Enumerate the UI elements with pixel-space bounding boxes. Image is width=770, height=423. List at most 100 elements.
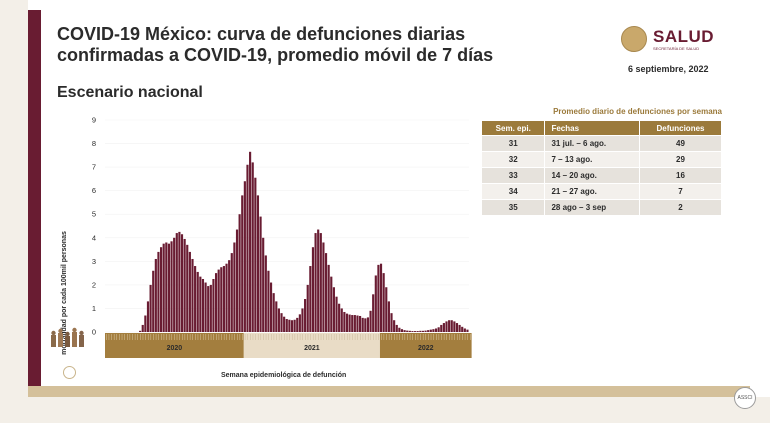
logo-text: SALUD	[653, 27, 715, 46]
bar	[152, 270, 155, 332]
bar	[372, 294, 375, 332]
y-ticks: 0 1 2 3 4 5 6 7 8 9	[92, 116, 469, 337]
bar	[144, 315, 147, 332]
bars	[139, 151, 469, 332]
cell-dates: 7 – 13 ago.	[544, 151, 640, 168]
bar	[241, 195, 244, 332]
bar	[173, 237, 176, 332]
bar	[453, 321, 456, 332]
bar	[387, 301, 390, 332]
year-band	[243, 333, 380, 358]
bar	[414, 331, 417, 332]
bar	[419, 330, 422, 332]
scenario-subtitle: Escenario nacional	[57, 84, 203, 101]
bar	[309, 266, 312, 332]
bar	[254, 177, 257, 332]
bar	[421, 330, 425, 332]
bar	[366, 317, 370, 332]
salud-logo: SALUD SECRETARÍA DE SALUD	[621, 26, 721, 54]
bar	[159, 247, 163, 332]
bar	[296, 317, 299, 332]
bar	[434, 328, 438, 332]
bar	[267, 270, 270, 332]
bar	[301, 308, 304, 332]
bar	[191, 258, 194, 332]
bar	[217, 269, 220, 332]
bar	[141, 324, 144, 332]
bar	[186, 244, 189, 332]
bar	[256, 195, 260, 332]
table-row: 31 31 jul. – 6 ago. 49	[480, 135, 723, 152]
bar	[178, 231, 181, 332]
bar	[196, 271, 199, 332]
cell-dates: 31 jul. – 6 ago.	[544, 135, 640, 152]
bar	[154, 258, 157, 332]
bar	[259, 216, 262, 332]
decorative-people-icon	[51, 327, 84, 347]
corner-logo-icon: ASSCI	[734, 387, 756, 409]
bar	[463, 328, 466, 332]
bar	[175, 233, 178, 332]
bar	[188, 251, 191, 332]
bar	[429, 329, 432, 332]
bar	[235, 229, 239, 332]
bar	[382, 273, 385, 332]
bar	[340, 308, 343, 332]
cell-week: 33	[480, 167, 546, 184]
page-title: COVID-19 México: curva de defunciones di…	[57, 24, 493, 66]
bar	[424, 330, 427, 332]
y-tick-label: 5	[92, 210, 96, 219]
bar	[338, 303, 341, 332]
bar	[262, 237, 265, 332]
bar	[348, 314, 351, 332]
bar	[448, 320, 451, 332]
bar	[180, 234, 184, 332]
bar	[403, 330, 406, 332]
cell-week: 35	[480, 199, 546, 216]
bar	[233, 242, 236, 332]
bar	[442, 323, 445, 332]
bar	[445, 321, 448, 332]
bar	[165, 242, 168, 332]
header-week: Sem. epi.	[480, 120, 546, 136]
cell-week: 32	[480, 151, 546, 168]
report-date: 6 septiembre, 2022	[628, 64, 709, 74]
y-tick-label: 7	[92, 163, 96, 172]
bar	[204, 282, 207, 332]
bar	[416, 331, 419, 332]
accent-bar	[28, 10, 41, 387]
logo-subtext: SECRETARÍA DE SALUD	[653, 46, 700, 51]
bar	[324, 253, 328, 332]
bar	[322, 242, 325, 332]
bar	[162, 243, 165, 332]
bar	[167, 243, 170, 332]
bar	[314, 233, 317, 332]
bar	[209, 284, 212, 332]
cell-dates: 14 – 20 ago.	[544, 167, 640, 184]
bar	[207, 286, 210, 332]
bar	[170, 241, 173, 332]
bar	[411, 331, 414, 332]
table-row: 32 7 – 13 ago. 29	[480, 151, 723, 168]
bar	[335, 296, 338, 332]
bar	[249, 151, 252, 332]
bar	[183, 238, 186, 332]
bar	[194, 266, 197, 332]
bar	[272, 293, 275, 332]
cell-deaths: 29	[638, 151, 723, 168]
bar	[359, 315, 362, 332]
cell-deaths: 2	[638, 199, 723, 216]
cell-deaths: 49	[638, 135, 723, 152]
deaths-bar-chart: mortalidad por cada 100mil personas 0 1 2 3…	[61, 116, 472, 358]
bar	[201, 279, 205, 332]
bar	[230, 253, 233, 332]
y-tick-label: 2	[92, 280, 96, 289]
bar	[228, 260, 231, 332]
table-row: 34 21 – 27 ago. 7	[480, 183, 723, 200]
header-dates: Fechas	[544, 120, 640, 136]
y-axis-label: mortalidad por cada 100mil personas	[61, 231, 68, 355]
y-tick-label: 6	[92, 186, 96, 195]
table-header-row: Sem. epi. Fechas Defunciones	[480, 120, 723, 136]
cell-week: 31	[480, 135, 546, 152]
bar	[393, 320, 396, 332]
